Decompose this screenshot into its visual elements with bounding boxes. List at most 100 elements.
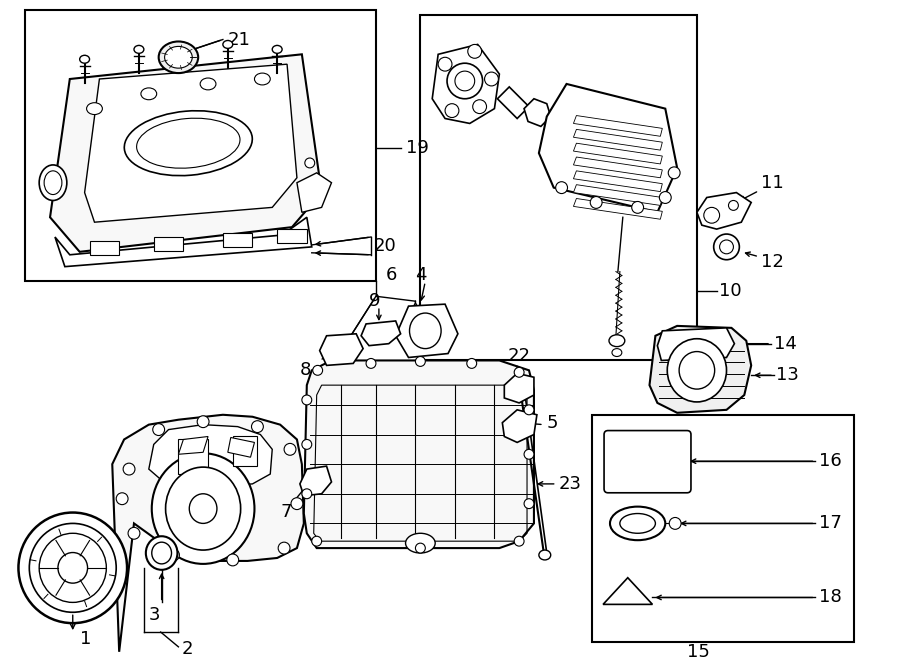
Ellipse shape xyxy=(660,192,671,204)
Ellipse shape xyxy=(416,543,426,553)
Ellipse shape xyxy=(416,356,426,366)
Ellipse shape xyxy=(612,348,622,356)
Text: 8: 8 xyxy=(300,362,311,379)
Text: 21: 21 xyxy=(228,30,251,48)
Ellipse shape xyxy=(284,444,296,455)
Polygon shape xyxy=(697,192,752,229)
Ellipse shape xyxy=(137,118,240,168)
Ellipse shape xyxy=(44,171,62,194)
Bar xyxy=(89,241,119,254)
Ellipse shape xyxy=(728,200,738,210)
Ellipse shape xyxy=(40,533,106,602)
Polygon shape xyxy=(573,171,662,192)
Text: 3: 3 xyxy=(148,606,160,624)
Ellipse shape xyxy=(555,182,568,194)
Bar xyxy=(592,414,854,642)
Ellipse shape xyxy=(680,352,715,389)
Ellipse shape xyxy=(124,111,252,176)
Ellipse shape xyxy=(141,88,157,100)
Ellipse shape xyxy=(152,453,255,564)
Ellipse shape xyxy=(311,536,321,546)
Ellipse shape xyxy=(166,467,240,550)
Ellipse shape xyxy=(720,240,733,254)
Ellipse shape xyxy=(410,313,441,348)
Bar xyxy=(25,10,376,282)
Ellipse shape xyxy=(704,208,720,223)
Ellipse shape xyxy=(610,506,665,540)
Text: 2: 2 xyxy=(182,640,193,658)
Polygon shape xyxy=(573,184,662,206)
Polygon shape xyxy=(573,198,662,219)
Ellipse shape xyxy=(406,533,436,553)
Polygon shape xyxy=(304,360,534,548)
Polygon shape xyxy=(573,157,662,178)
FancyBboxPatch shape xyxy=(604,430,691,493)
Ellipse shape xyxy=(167,549,179,561)
Polygon shape xyxy=(85,64,297,222)
Polygon shape xyxy=(573,143,662,164)
Text: 6: 6 xyxy=(386,266,397,284)
Ellipse shape xyxy=(454,71,474,91)
Polygon shape xyxy=(50,54,321,252)
Polygon shape xyxy=(320,334,363,366)
Ellipse shape xyxy=(152,542,172,564)
Text: 9: 9 xyxy=(369,292,381,310)
Ellipse shape xyxy=(30,524,116,612)
Ellipse shape xyxy=(446,104,459,118)
Text: 17: 17 xyxy=(819,514,842,532)
Ellipse shape xyxy=(272,46,282,54)
Ellipse shape xyxy=(189,494,217,524)
Ellipse shape xyxy=(472,100,487,114)
Ellipse shape xyxy=(80,56,89,63)
Ellipse shape xyxy=(305,158,315,168)
Ellipse shape xyxy=(128,527,140,539)
Ellipse shape xyxy=(227,554,239,566)
Ellipse shape xyxy=(302,395,311,405)
Text: 22: 22 xyxy=(508,346,530,364)
Ellipse shape xyxy=(291,498,303,510)
Bar xyxy=(233,436,257,466)
Text: 5: 5 xyxy=(547,414,558,432)
Bar xyxy=(277,229,307,243)
Ellipse shape xyxy=(302,489,311,498)
Polygon shape xyxy=(396,304,458,358)
Bar xyxy=(223,233,253,247)
Polygon shape xyxy=(657,328,734,360)
Ellipse shape xyxy=(305,188,315,198)
Text: 12: 12 xyxy=(761,253,784,271)
Ellipse shape xyxy=(447,63,482,98)
Ellipse shape xyxy=(200,78,216,90)
Ellipse shape xyxy=(223,40,233,48)
Text: 10: 10 xyxy=(718,282,742,300)
Polygon shape xyxy=(432,44,500,124)
Ellipse shape xyxy=(18,512,127,623)
Bar xyxy=(420,15,697,360)
Ellipse shape xyxy=(438,58,452,71)
Ellipse shape xyxy=(278,542,290,554)
Ellipse shape xyxy=(620,514,655,533)
Polygon shape xyxy=(361,321,400,346)
Ellipse shape xyxy=(312,366,322,375)
Polygon shape xyxy=(524,98,551,126)
Polygon shape xyxy=(650,326,752,413)
Text: 13: 13 xyxy=(776,366,799,384)
Ellipse shape xyxy=(255,73,270,85)
Ellipse shape xyxy=(153,424,165,436)
Polygon shape xyxy=(504,373,534,403)
Bar xyxy=(178,440,208,474)
Text: 23: 23 xyxy=(559,475,581,493)
Text: 11: 11 xyxy=(761,174,784,192)
Ellipse shape xyxy=(197,416,209,428)
Ellipse shape xyxy=(714,234,740,260)
Ellipse shape xyxy=(468,44,482,58)
Polygon shape xyxy=(55,217,311,266)
Polygon shape xyxy=(228,438,255,457)
Ellipse shape xyxy=(524,498,534,508)
Ellipse shape xyxy=(158,42,198,73)
Ellipse shape xyxy=(514,536,524,546)
Ellipse shape xyxy=(86,102,103,114)
Text: 7: 7 xyxy=(280,502,292,521)
Ellipse shape xyxy=(251,420,264,432)
Ellipse shape xyxy=(134,46,144,54)
Text: 16: 16 xyxy=(819,452,842,470)
